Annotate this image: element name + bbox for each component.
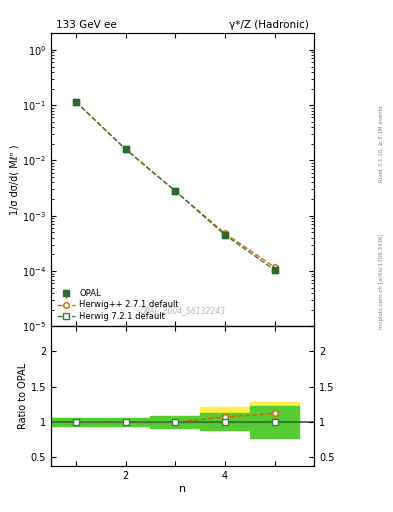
Herwig++ 2.7.1 default: [123, 146, 128, 152]
Y-axis label: Ratio to OPAL: Ratio to OPAL: [18, 363, 28, 429]
Y-axis label: 1/σ dσ/d( Mℓⁿ ): 1/σ dσ/d( Mℓⁿ ): [9, 144, 19, 215]
Herwig++ 2.7.1 default: [173, 188, 178, 194]
Text: mcplots.cern.ch [arXiv:1306.3436]: mcplots.cern.ch [arXiv:1306.3436]: [379, 234, 384, 329]
Text: 133 GeV ee: 133 GeV ee: [56, 20, 117, 30]
Text: γ*/Z (Hadronic): γ*/Z (Hadronic): [229, 20, 309, 30]
Herwig 7.2.1 default: [123, 146, 128, 152]
Text: OPAL_2004_S6132243: OPAL_2004_S6132243: [140, 306, 226, 315]
Line: Herwig 7.2.1 default: Herwig 7.2.1 default: [73, 99, 277, 273]
Line: Herwig++ 2.7.1 default: Herwig++ 2.7.1 default: [73, 99, 277, 270]
Herwig 7.2.1 default: [222, 232, 227, 238]
Herwig 7.2.1 default: [173, 188, 178, 194]
Herwig++ 2.7.1 default: [272, 264, 277, 270]
Herwig++ 2.7.1 default: [222, 230, 227, 237]
X-axis label: n: n: [179, 483, 186, 494]
Herwig 7.2.1 default: [272, 267, 277, 273]
Herwig 7.2.1 default: [73, 99, 78, 105]
Legend: OPAL, Herwig++ 2.7.1 default, Herwig 7.2.1 default: OPAL, Herwig++ 2.7.1 default, Herwig 7.2…: [55, 288, 181, 322]
Text: Rivet 3.1.10, ≥ 3.1M events: Rivet 3.1.10, ≥ 3.1M events: [379, 105, 384, 182]
Herwig++ 2.7.1 default: [73, 99, 78, 105]
